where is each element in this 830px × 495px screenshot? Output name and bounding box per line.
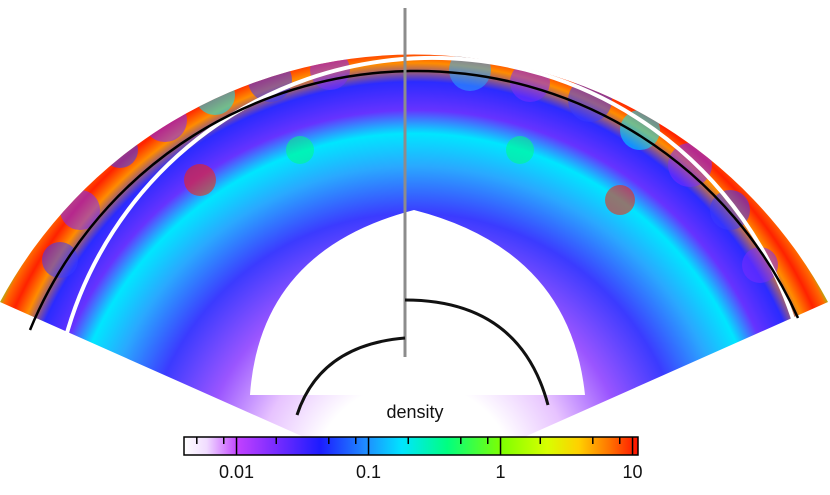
colorbar-tick-label: 1 bbox=[495, 462, 506, 482]
colorbar-scale bbox=[183, 436, 639, 456]
colorbar-ticks bbox=[196, 437, 634, 455]
colorbar-tick-label: 0.1 bbox=[356, 462, 382, 482]
inner-curve bbox=[295, 298, 550, 416]
reference-arc bbox=[63, 55, 797, 341]
colorbar-title: density bbox=[386, 402, 444, 422]
inner-cavity bbox=[250, 210, 585, 395]
colorbar bbox=[183, 436, 639, 456]
shock-front-line bbox=[28, 69, 800, 331]
colorbar-tick-label: 10 bbox=[622, 462, 643, 482]
colorbar-tick-label: 0.01 bbox=[218, 462, 255, 482]
